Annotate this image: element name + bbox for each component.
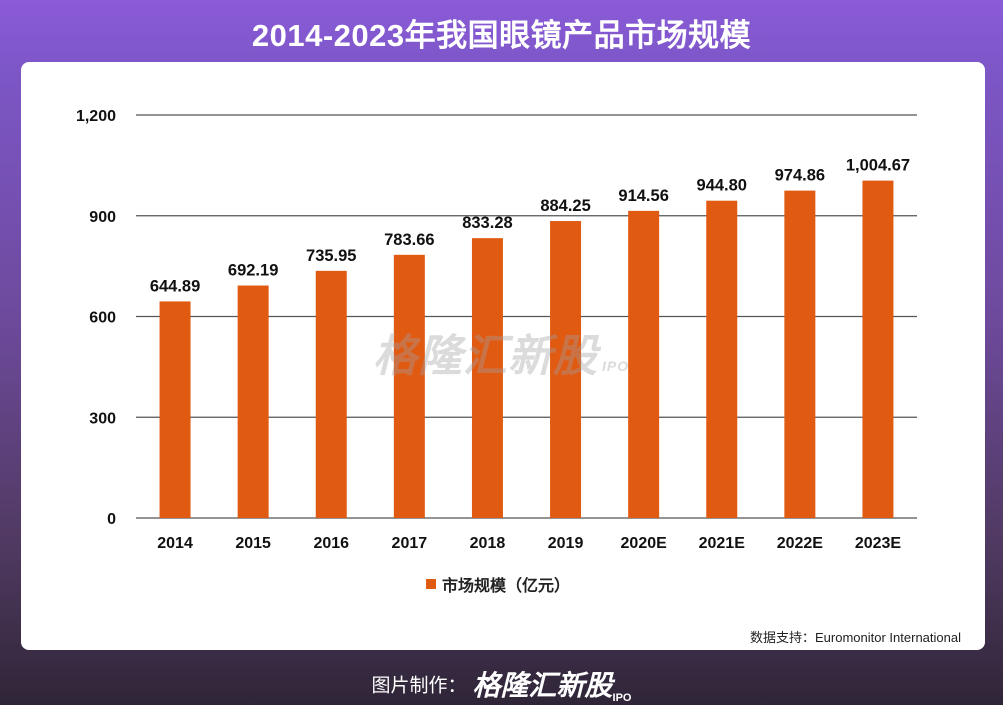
bar-value-label: 783.66	[384, 231, 434, 249]
watermark-ipo: IPO	[602, 358, 630, 374]
bars	[159, 180, 894, 519]
bar-value-label: 692.19	[228, 262, 278, 280]
bar	[550, 221, 582, 518]
y-tick-label: 600	[89, 310, 116, 327]
source-note: 数据支持：Euromonitor International	[750, 630, 961, 645]
y-tick-label: 0	[107, 511, 116, 528]
x-tick-label: 2021E	[699, 535, 746, 552]
x-tick-label: 2018	[470, 535, 506, 552]
chart-card: 644.89 692.19 735.95 783.66 833.28 884.25 914.…	[21, 62, 985, 650]
footer-ipo: IPO	[612, 692, 632, 704]
legend-swatch	[426, 579, 436, 589]
x-tick-label: 2019	[548, 535, 584, 552]
bar	[315, 270, 347, 518]
footer: 图片制作： 格隆汇新股IPO	[0, 664, 1003, 704]
bar	[237, 285, 269, 518]
page-title: 2014-2023年我国眼镜产品市场规模	[251, 18, 752, 53]
bar-value-label: 974.86	[775, 167, 825, 185]
x-tick-label: 2022E	[777, 535, 824, 552]
bar	[706, 200, 738, 519]
bar-value-label: 644.89	[150, 277, 200, 295]
bar-value-label: 944.80	[697, 177, 747, 195]
x-tick-label: 2015	[235, 535, 271, 552]
bar-chart: 644.89 692.19 735.95 783.66 833.28 884.25 914.…	[76, 108, 917, 552]
y-axis-ticks: 0 300 600 900 1,200	[76, 108, 116, 528]
y-tick-label: 900	[89, 209, 116, 226]
x-tick-label: 2017	[392, 535, 428, 552]
watermark: 格隆汇新股 IPO	[373, 320, 629, 384]
bar-value-label: 884.25	[540, 197, 590, 215]
bar-value-label: 833.28	[462, 214, 512, 232]
bar	[784, 190, 816, 519]
x-tick-label: 2014	[157, 535, 193, 552]
x-tick-label: 2016	[313, 535, 349, 552]
legend: 市场规模（亿元）	[426, 572, 570, 596]
bar-value-label: 735.95	[306, 247, 356, 265]
y-tick-label: 300	[89, 410, 116, 427]
footer-label: 图片制作：	[371, 675, 467, 697]
bar-value-label: 914.56	[618, 187, 668, 205]
bar	[393, 254, 425, 518]
data-labels: 644.89 692.19 735.95 783.66 833.28 884.25 914.…	[150, 157, 910, 296]
x-tick-label: 2020E	[621, 535, 668, 552]
x-tick-label: 2023E	[855, 535, 902, 552]
x-axis-ticks: 2014 2015 2016 2017 2018 2019 2020E 2021E 2022E 2…	[157, 535, 901, 552]
bar-value-label: 1,004.67	[846, 157, 910, 175]
bar	[862, 180, 894, 518]
bar	[628, 210, 660, 518]
bar	[471, 238, 503, 518]
watermark-text: 格隆汇新股	[373, 332, 598, 381]
footer-brand: 格隆汇新股	[472, 670, 613, 701]
legend-label: 市场规模（亿元）	[442, 578, 571, 595]
bar	[159, 301, 191, 518]
y-tick-label: 1,200	[76, 108, 116, 125]
